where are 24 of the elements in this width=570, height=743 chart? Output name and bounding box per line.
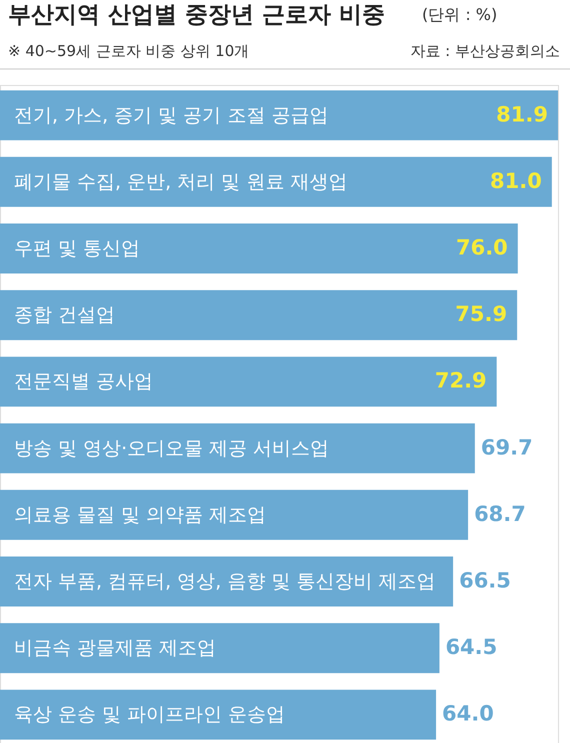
data-label: 81.0 — [490, 168, 542, 193]
y-tick-label: 종합 건설업 — [14, 304, 116, 326]
chart-title: 부산지역 산업별 중장년 근로자 비중 — [8, 2, 386, 28]
y-tick-label: 전문직별 공사업 — [14, 370, 154, 393]
y-tick-label: 의료용 물질 및 의약품 제조업 — [14, 504, 266, 526]
text: (단위 : %) — [422, 5, 498, 24]
data-label: 66.5 — [459, 568, 511, 592]
y-tick-label: 전기, 가스, 증기 및 공기 조절 공급업 — [14, 104, 328, 126]
data-label: 64.0 — [442, 702, 494, 726]
text: ※ 40~59세 근로자 비중 상위 10개 — [8, 42, 250, 60]
y-tick-label: 전자 부품, 컴퓨터, 영상, 음향 및 통신장비 제조업 — [14, 570, 436, 592]
data-label: 75.9 — [455, 302, 508, 326]
data-label: 81.9 — [496, 102, 548, 126]
data-label: 69.7 — [480, 435, 533, 460]
data-label: 76.0 — [456, 236, 508, 260]
y-tick-label: 방송 및 영상·오디오물 제공 서비스업 — [14, 437, 330, 460]
data-label: 68.7 — [474, 502, 526, 526]
y-tick-label: 우편 및 통신업 — [14, 238, 140, 260]
y-tick-label: 육상 운송 및 파이프라인 운송업 — [14, 704, 286, 726]
y-tick-label: 폐기물 수집, 운반, 처리 및 원료 재생업 — [14, 170, 348, 193]
y-tick-label: 비금속 광물제품 제조업 — [14, 637, 216, 660]
text: 자료 : 부산상공회의소 — [410, 42, 560, 60]
data-label: 64.5 — [445, 635, 498, 660]
data-label: 72.9 — [434, 368, 487, 393]
